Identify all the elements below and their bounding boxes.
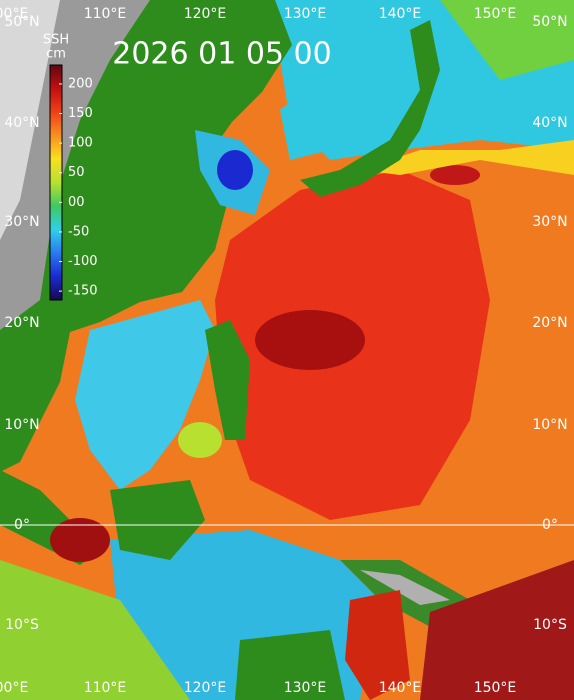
lon-label: 130°E (284, 6, 327, 22)
sea-high (50, 518, 110, 562)
colorbar-tick-label: 50 (68, 165, 85, 180)
lon-label: 110°E (84, 6, 127, 22)
lon-label: 100°E (0, 680, 28, 696)
colorbar (49, 64, 63, 301)
lat-label: 0° (14, 517, 30, 533)
sea-mid (0, 560, 190, 700)
colorbar-tick-label: -100 (68, 254, 98, 269)
lon-label: 110°E (84, 680, 127, 696)
lat-label: 10°S (5, 617, 39, 633)
land (235, 630, 345, 700)
lon-label: 100°E (0, 6, 28, 22)
sea-high (420, 560, 574, 700)
lat-label: 30°N (4, 214, 39, 230)
colorbar-unit: cm (46, 47, 66, 62)
colorbar-tick-label: 200 (68, 76, 93, 91)
colorbar-tick-label: -150 (68, 284, 98, 299)
title: 2026 01 05 00 (112, 37, 331, 72)
lat-label: 10°S (533, 617, 567, 633)
ocean-peak (255, 310, 365, 370)
lon-label: 120°E (184, 6, 227, 22)
lat-label: 20°N (4, 315, 39, 331)
lat-label: 50°N (4, 14, 39, 30)
sea-mid (178, 422, 222, 458)
lon-label: 150°E (474, 680, 517, 696)
colorbar-title: SSH (43, 33, 69, 48)
ocean-mid (360, 140, 574, 175)
sea-low (217, 150, 253, 190)
colorbar-tick-label: 100 (68, 136, 93, 151)
lat-label: 20°N (532, 315, 567, 331)
sea-high (345, 590, 410, 700)
lat-label: 0° (542, 517, 558, 533)
sea-low (280, 70, 380, 160)
lat-label: 10°N (4, 417, 39, 433)
lat-label: 10°N (532, 417, 567, 433)
lat-label: 40°N (4, 115, 39, 131)
lat-label: 40°N (532, 115, 567, 131)
lon-label: 150°E (474, 6, 517, 22)
colorbar-tick-label: 150 (68, 106, 93, 121)
colorbar-tick-label: 00 (68, 195, 85, 210)
land (205, 320, 250, 440)
ocean-mid (440, 0, 574, 80)
lon-label: 130°E (284, 680, 327, 696)
colorbar-tick-label: -50 (68, 224, 89, 239)
land (300, 20, 440, 197)
lat-label: 30°N (532, 214, 567, 230)
sea-low (75, 300, 215, 490)
highland (0, 0, 60, 240)
lat-label: 50°N (532, 14, 567, 30)
lon-label: 140°E (379, 680, 422, 696)
lon-label: 140°E (379, 6, 422, 22)
land (110, 480, 205, 560)
highland (360, 570, 450, 605)
lon-label: 120°E (184, 680, 227, 696)
ocean-peak (430, 165, 480, 185)
